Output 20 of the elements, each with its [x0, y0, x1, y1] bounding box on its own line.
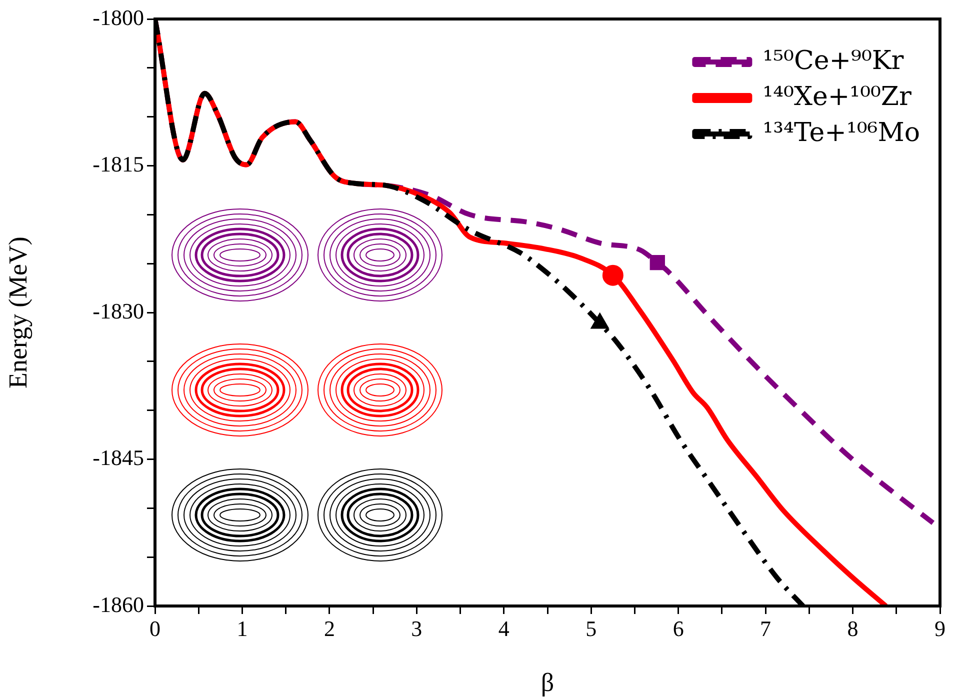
legend-label: ¹³⁴Te+¹⁰⁶Mo	[762, 118, 920, 148]
x-tick-label: 5	[586, 616, 597, 641]
x-tick-label: 2	[324, 616, 335, 641]
x-tick-label: 8	[847, 616, 858, 641]
x-tick-label: 4	[498, 616, 510, 641]
y-tick-label: -1830	[92, 298, 144, 324]
legend-label: ¹⁵⁰Ce+⁹⁰Kr	[762, 46, 904, 76]
y-axis-title: Energy (MeV)	[3, 236, 32, 388]
x-axis-title: β	[540, 668, 554, 698]
x-tick-label: 1	[236, 616, 248, 641]
y-tick-label: -1800	[92, 4, 144, 30]
x-tick-label: 7	[760, 616, 772, 641]
y-tick-label: -1815	[92, 152, 144, 177]
legend-label: ¹⁴⁰Xe+¹⁰⁰Zr	[762, 82, 912, 112]
x-tick-label: 9	[934, 616, 946, 641]
x-tick-label: 3	[411, 616, 422, 641]
y-tick-label: -1860	[92, 592, 144, 617]
y-tick-label: -1845	[92, 445, 144, 470]
x-tick-label: 6	[672, 616, 684, 641]
x-tick-label: 0	[150, 616, 160, 641]
